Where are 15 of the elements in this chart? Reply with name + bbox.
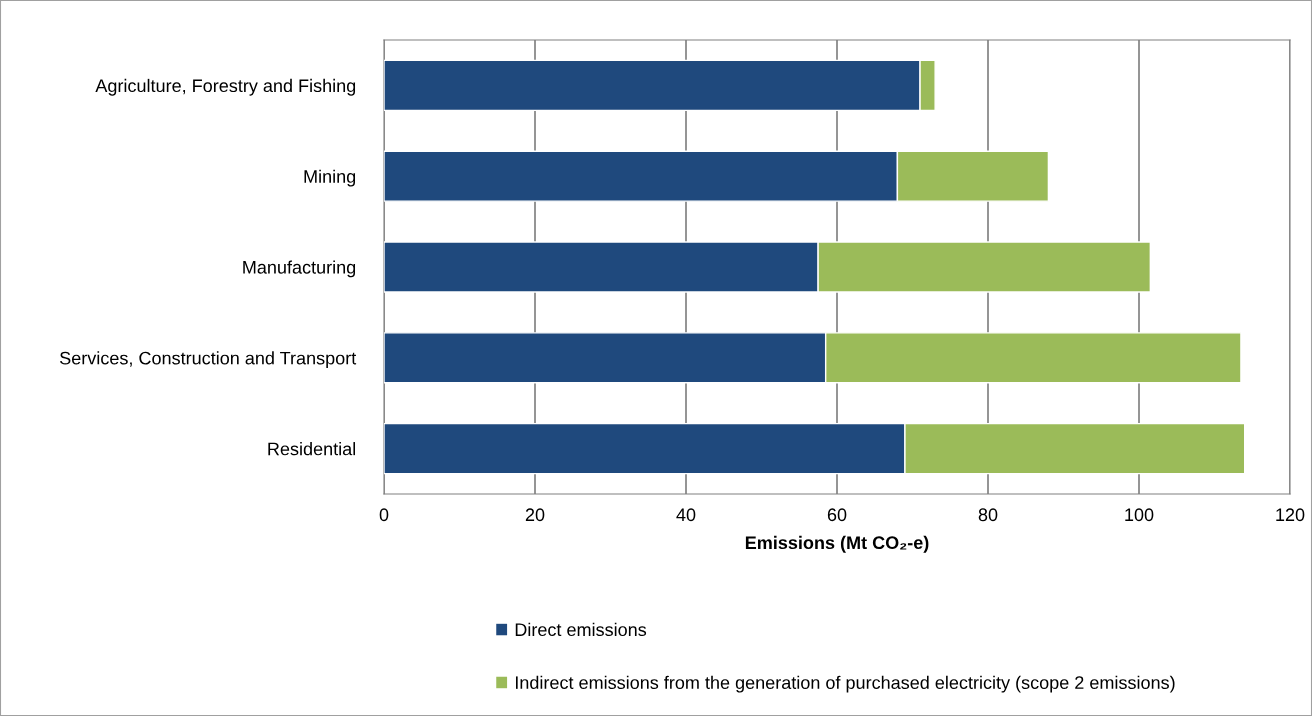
y-tick-label: Residential	[268, 442, 356, 456]
x-tick-label: 80	[978, 508, 998, 522]
y-tick-label: Manufacturing	[243, 260, 356, 278]
y-tick-label: Mining	[304, 169, 356, 187]
y-tick-label: Services, Construction and Transport	[60, 351, 357, 369]
x-tick-label: 20	[525, 508, 545, 522]
x-axis-title: Emissions (Mt CO₂-e)	[745, 535, 929, 553]
x-tick-label: 120	[1276, 508, 1305, 522]
legend-label: Indirect emissions from the generation of purchased electricity (scope 2 emissions)	[515, 675, 1175, 693]
x-tick-label: 60	[827, 508, 847, 522]
x-tick-label: 100	[1125, 508, 1154, 522]
x-tick-label: 0	[379, 508, 389, 522]
legend-label: Direct emissions	[515, 622, 647, 637]
x-tick-label: 40	[676, 508, 696, 522]
y-tick-label: Agriculture, Forestry and Fishing	[95, 78, 356, 96]
